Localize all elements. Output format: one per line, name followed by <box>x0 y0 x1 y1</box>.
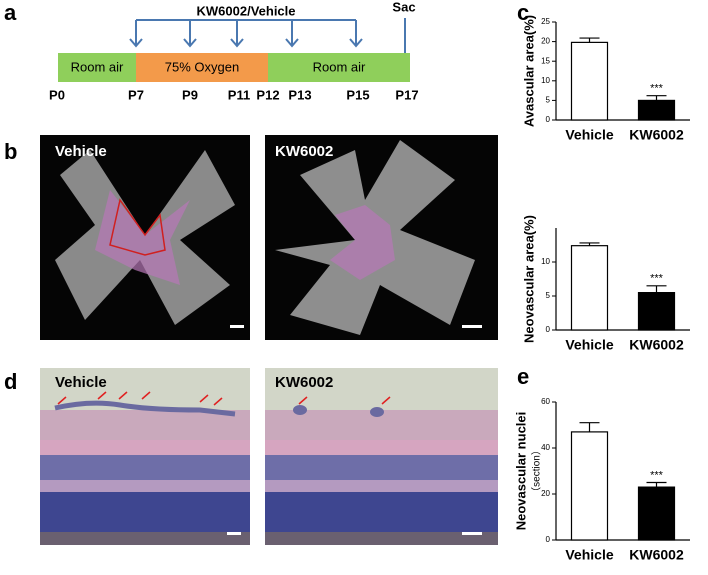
day-label: P0 <box>49 87 65 102</box>
day-label: P17 <box>395 87 418 102</box>
day-label: P9 <box>182 87 198 102</box>
y-axis-label: Avascular area(%) <box>521 15 536 127</box>
timeline <box>129 18 406 53</box>
y-tick-label: 10 <box>541 76 550 85</box>
panel-label: b <box>4 139 17 164</box>
x-tick-label: Vehicle <box>565 547 613 563</box>
arrows <box>57 391 391 406</box>
x-tick-label: KW6002 <box>629 547 684 563</box>
section-image <box>265 368 498 545</box>
x-tick-label: Vehicle <box>565 337 613 353</box>
panel-label: d <box>4 369 17 394</box>
segment-label: Room air <box>313 59 366 74</box>
segment-label: Room air <box>71 59 124 74</box>
significance: *** <box>650 469 664 481</box>
segment-label: 75% Oxygen <box>165 59 239 74</box>
y-axis-label: Neovascular area(%) <box>521 215 536 343</box>
y-tick-label: 40 <box>541 443 550 452</box>
y-tick-label: 60 <box>541 397 550 406</box>
y-tick-label: 25 <box>541 17 550 26</box>
day-label: P12 <box>256 87 279 102</box>
bar <box>570 431 609 541</box>
y-tick-label: 5 <box>546 96 551 105</box>
section-image <box>40 368 250 545</box>
flatmount-image <box>265 135 498 340</box>
y-tick-label: 15 <box>541 56 550 65</box>
image-label: Vehicle <box>55 143 107 160</box>
y-axis-label: Neovascular nuclei <box>513 412 528 531</box>
segment <box>268 53 410 82</box>
significance: *** <box>650 273 664 285</box>
bar <box>637 292 676 331</box>
bar <box>637 486 676 541</box>
segment <box>136 53 268 82</box>
image-label: KW6002 <box>275 143 333 160</box>
day-label: P11 <box>228 87 250 102</box>
y-tick-label: 20 <box>541 489 550 498</box>
day-label: P13 <box>288 87 311 102</box>
end-label: Sac <box>392 0 415 14</box>
x-tick-label: KW6002 <box>629 127 684 143</box>
y-tick-label: 20 <box>541 37 550 46</box>
panel-label: a <box>4 0 17 25</box>
x-tick-label: KW6002 <box>629 337 684 353</box>
segment <box>58 53 136 82</box>
timeline-title: KW6002/Vehicle <box>197 3 296 18</box>
y-tick-label: 0 <box>546 325 551 334</box>
y-axis-sublabel: （section） <box>531 445 543 497</box>
image-label: Vehicle <box>55 374 107 391</box>
panel-label: c <box>517 0 529 25</box>
x-tick-label: Vehicle <box>565 127 613 143</box>
y-tick-label: 10 <box>541 257 550 266</box>
day-label: P15 <box>346 87 369 102</box>
y-tick-label: 5 <box>546 291 551 300</box>
y-tick-label: 0 <box>546 115 551 124</box>
bar <box>570 245 609 331</box>
bar <box>637 99 676 121</box>
panel-label: e <box>517 364 529 389</box>
significance: *** <box>650 83 664 95</box>
bar <box>570 41 609 121</box>
flatmount-image <box>40 135 250 340</box>
y-tick-label: 0 <box>546 535 551 544</box>
day-label: P7 <box>128 87 144 102</box>
image-label: KW6002 <box>275 374 333 391</box>
